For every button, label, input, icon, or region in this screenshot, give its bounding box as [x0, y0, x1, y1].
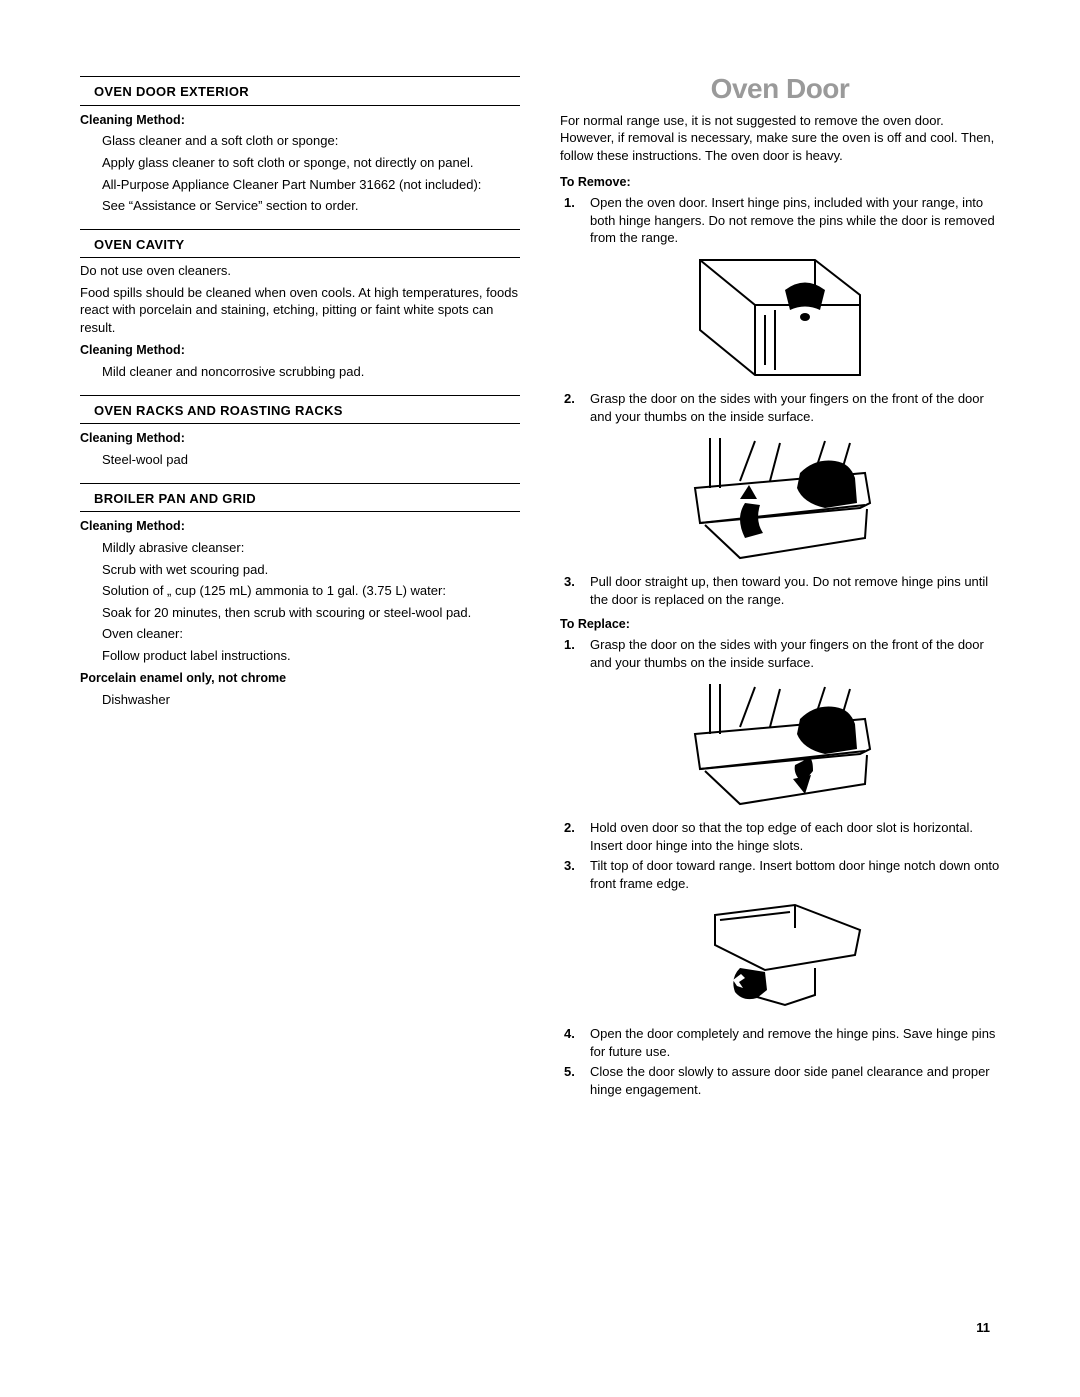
step: Tilt top of door toward range. Insert bo…	[586, 857, 1000, 892]
text: Dishwasher	[80, 691, 520, 709]
text: Follow product label instructions.	[80, 647, 520, 665]
subhead-to-remove: To Remove:	[560, 174, 1000, 191]
manual-page: OVEN DOOR EXTERIOR Cleaning Method: Glas…	[0, 0, 1080, 1397]
step: Open the oven door. Insert hinge pins, i…	[586, 194, 1000, 247]
section-broiler-pan: BROILER PAN AND GRID Cleaning Method: Mi…	[80, 483, 520, 709]
heading-oven-cavity: OVEN CAVITY	[80, 230, 520, 259]
section-oven-racks: OVEN RACKS AND ROASTING RACKS Cleaning M…	[80, 395, 520, 469]
subhead-cleaning-method: Cleaning Method:	[80, 342, 520, 359]
step: Close the door slowly to assure door sid…	[586, 1063, 1000, 1098]
title-oven-door: Oven Door	[560, 70, 1000, 108]
remove-steps-cont: Grasp the door on the sides with your fi…	[560, 390, 1000, 425]
replace-steps-cont2: Open the door completely and remove the …	[560, 1025, 1000, 1098]
section-oven-cavity: OVEN CAVITY Do not use oven cleaners. Fo…	[80, 229, 520, 381]
step: Hold oven door so that the top edge of e…	[586, 819, 1000, 854]
text: Oven cleaner:	[80, 625, 520, 643]
heading-oven-door-exterior: OVEN DOOR EXTERIOR	[80, 77, 520, 106]
section-oven-door-exterior: OVEN DOOR EXTERIOR Cleaning Method: Glas…	[80, 76, 520, 215]
step: Grasp the door on the sides with your fi…	[586, 636, 1000, 671]
text: Glass cleaner and a soft cloth or sponge…	[80, 132, 520, 150]
left-column: OVEN DOOR EXTERIOR Cleaning Method: Glas…	[80, 70, 520, 1104]
text: Do not use oven cleaners.	[80, 262, 520, 280]
subhead-cleaning-method: Cleaning Method:	[80, 518, 520, 535]
right-column: Oven Door For normal range use, it is no…	[560, 70, 1000, 1104]
page-number: 11	[976, 1319, 990, 1337]
remove-steps: Open the oven door. Insert hinge pins, i…	[560, 194, 1000, 247]
remove-steps-cont2: Pull door straight up, then toward you. …	[560, 573, 1000, 608]
step: Pull door straight up, then toward you. …	[586, 573, 1000, 608]
heading-broiler-pan: BROILER PAN AND GRID	[80, 484, 520, 513]
text: Soak for 20 minutes, then scrub with sco…	[80, 604, 520, 622]
text: Food spills should be cleaned when oven …	[80, 284, 520, 337]
two-column-layout: OVEN DOOR EXTERIOR Cleaning Method: Glas…	[80, 70, 1000, 1104]
text: Scrub with wet scouring pad.	[80, 561, 520, 579]
step: Grasp the door on the sides with your fi…	[586, 390, 1000, 425]
text: All-Purpose Appliance Cleaner Part Numbe…	[80, 176, 520, 194]
grasp-door-up-illustration	[685, 433, 875, 563]
text: Apply glass cleaner to soft cloth or spo…	[80, 154, 520, 172]
text: Mildly abrasive cleanser:	[80, 539, 520, 557]
text: Solution of „ cup (125 mL) ammonia to 1 …	[80, 582, 520, 600]
text: Steel-wool pad	[80, 451, 520, 469]
step: Open the door completely and remove the …	[586, 1025, 1000, 1060]
hinge-notch-illustration	[695, 900, 865, 1015]
text: Mild cleaner and noncorrosive scrubbing …	[80, 363, 520, 381]
subhead-cleaning-method: Cleaning Method:	[80, 430, 520, 447]
intro-text: For normal range use, it is not suggeste…	[560, 112, 1000, 165]
subhead-to-replace: To Replace:	[560, 616, 1000, 633]
subhead-porcelain-only: Porcelain enamel only, not chrome	[80, 670, 520, 687]
grasp-door-down-illustration	[685, 679, 875, 809]
heading-oven-racks: OVEN RACKS AND ROASTING RACKS	[80, 396, 520, 425]
replace-steps-cont: Hold oven door so that the top edge of e…	[560, 819, 1000, 892]
replace-steps: Grasp the door on the sides with your fi…	[560, 636, 1000, 671]
hinge-pin-illustration	[695, 255, 865, 380]
subhead-cleaning-method: Cleaning Method:	[80, 112, 520, 129]
text: See “Assistance or Service” section to o…	[80, 197, 520, 215]
